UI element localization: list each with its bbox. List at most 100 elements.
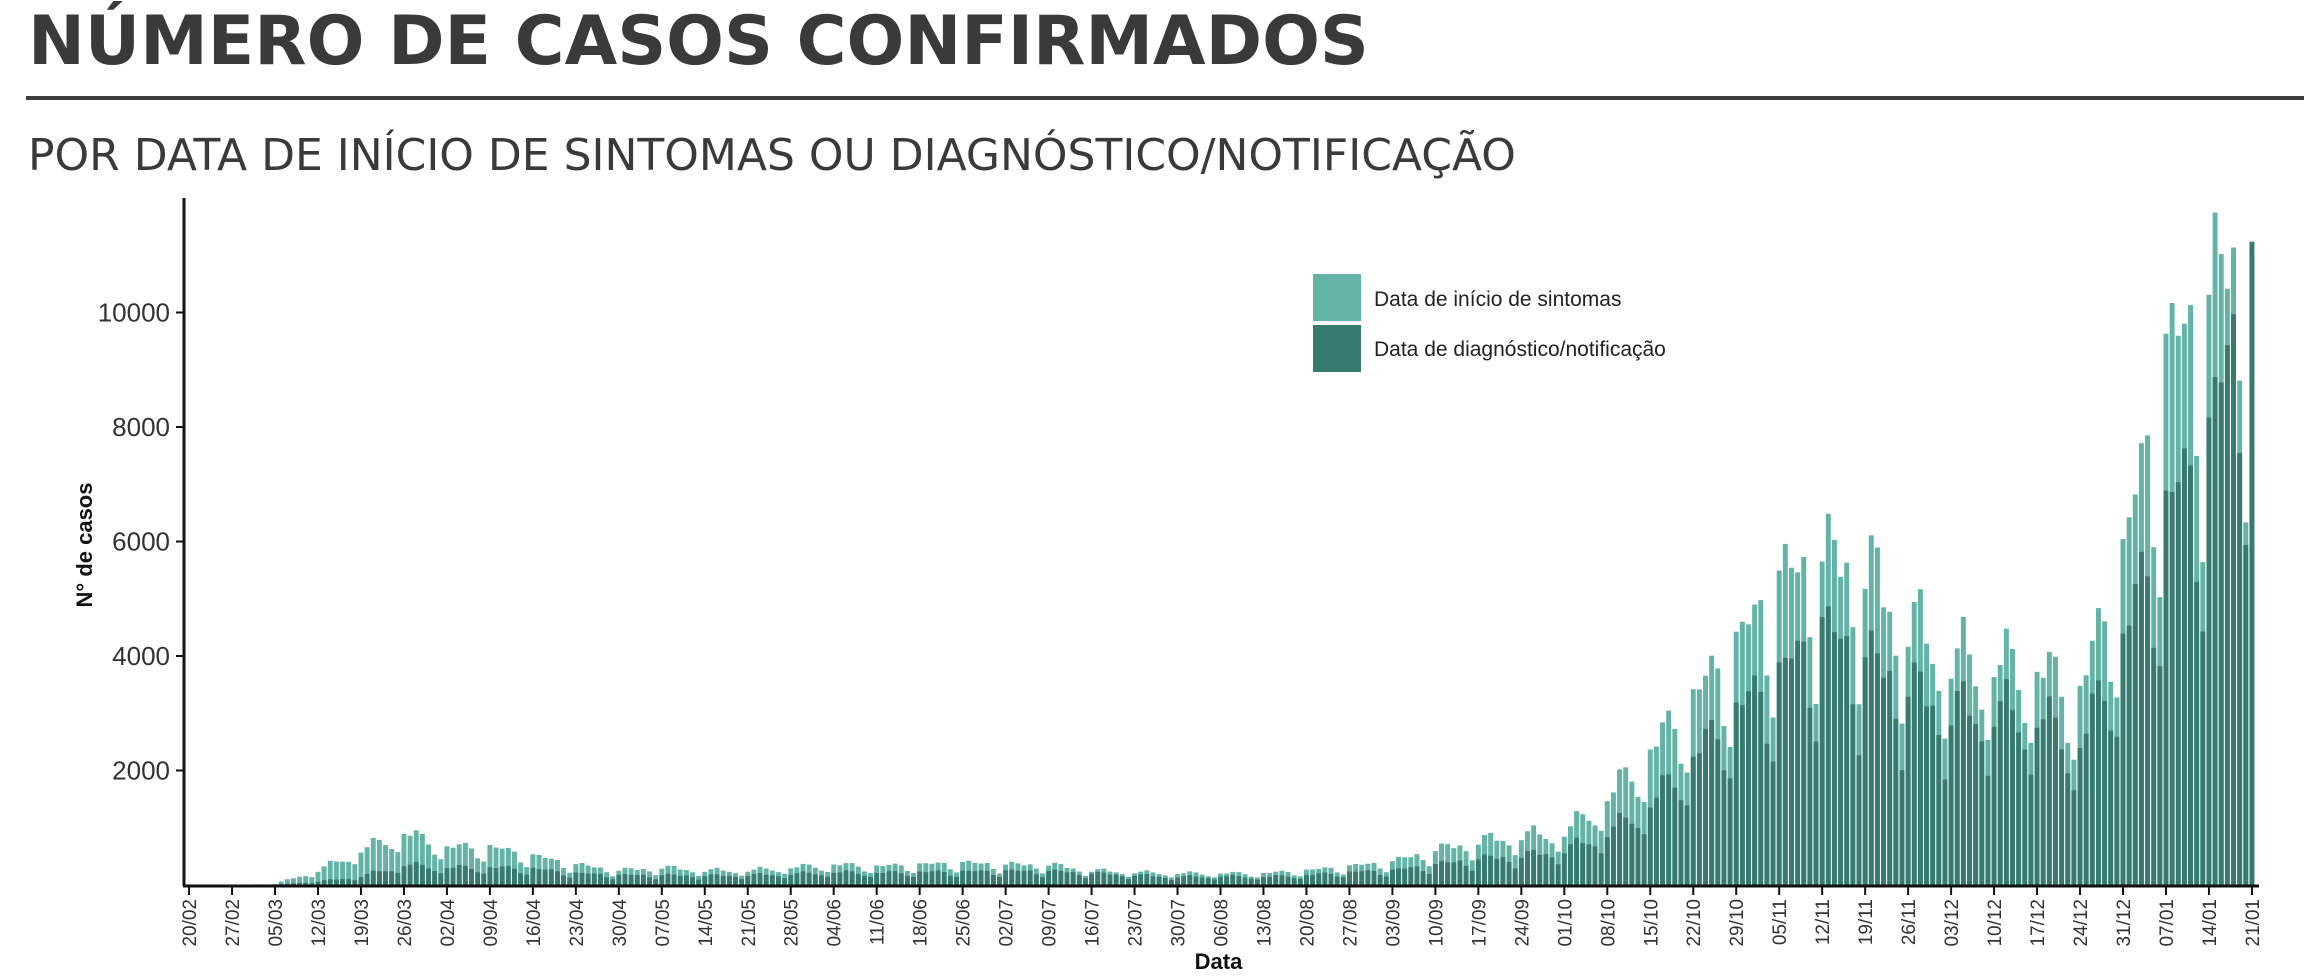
bar-diagnostico (1924, 706, 1930, 885)
bar-diagnostico (1218, 876, 1223, 885)
bar-diagnostico (849, 871, 855, 885)
x-tick-label: 10/12 (1985, 899, 2006, 947)
x-tick-label: 15/10 (1641, 899, 1662, 947)
bar-diagnostico (340, 878, 346, 885)
bar-diagnostico (978, 870, 984, 885)
bar-diagnostico (1917, 671, 1923, 885)
x-tick-label: 27/08 (1340, 899, 1361, 947)
bar-diagnostico (1414, 866, 1420, 885)
bar-diagnostico (806, 872, 812, 885)
bar-diagnostico (2175, 482, 2181, 885)
bar-diagnostico (1199, 877, 1205, 885)
bars-layer (235, 212, 2255, 886)
bar-diagnostico (1617, 812, 1623, 885)
bar-diagnostico (1469, 870, 1475, 885)
bar-diagnostico (904, 875, 910, 885)
bar-diagnostico (659, 875, 665, 885)
bar-diagnostico (708, 874, 714, 885)
bar-diagnostico (1899, 770, 1905, 885)
bar-diagnostico (1850, 704, 1856, 885)
bar-diagnostico (1310, 874, 1316, 885)
bar-diagnostico (1709, 720, 1715, 885)
bar-diagnostico (493, 868, 499, 885)
bar-sintomas (315, 871, 321, 885)
bar-diagnostico (1770, 761, 1776, 885)
bar-diagnostico (2243, 544, 2249, 885)
bar-diagnostico (524, 874, 530, 885)
bar-diagnostico (297, 882, 303, 885)
legend-label-diagnostico: Data de diagnóstico/notificação (1374, 338, 1666, 361)
x-tick-label: 03/12 (1942, 899, 1963, 947)
bar-sintomas (389, 849, 395, 885)
bar-diagnostico (1991, 726, 1997, 885)
bar-diagnostico (1297, 878, 1303, 885)
x-tick-label: 22/10 (1684, 899, 1705, 947)
bar-diagnostico (1776, 662, 1782, 885)
bar-diagnostico (1230, 874, 1236, 885)
x-tick-label: 11/06 (868, 899, 889, 945)
bar-diagnostico (1144, 874, 1150, 885)
bar-diagnostico (1586, 844, 1592, 885)
x-axis-title: Data (1195, 949, 1243, 974)
y-ticks: 2000 4000 6000 8000 10000 (98, 298, 184, 786)
x-tick-label: 10/09 (1426, 899, 1447, 947)
bar-diagnostico (2077, 748, 2083, 885)
x-tick-label: 08/10 (1598, 899, 1619, 947)
bar-diagnostico (960, 870, 966, 885)
bar-sintomas (383, 845, 389, 885)
x-tick-label: 12/03 (309, 899, 330, 947)
bar-sintomas (284, 879, 290, 885)
bar-diagnostico (1635, 828, 1641, 885)
x-tick-label: 24/12 (2071, 899, 2092, 947)
bar-diagnostico (1844, 635, 1850, 885)
bar-diagnostico (284, 883, 290, 885)
bar-diagnostico (573, 872, 579, 885)
y-tick-label: 6000 (112, 527, 170, 557)
bar-diagnostico (321, 880, 327, 885)
bar-diagnostico (1261, 877, 1266, 885)
x-tick-label: 05/03 (266, 899, 287, 947)
x-tick-label: 20/08 (1297, 899, 1318, 947)
bar-diagnostico (1396, 868, 1402, 885)
bar-sintomas (469, 848, 474, 885)
bar-diagnostico (1703, 728, 1708, 885)
bar-diagnostico (751, 873, 757, 885)
bar-diagnostico (2249, 241, 2255, 885)
bar-diagnostico (1561, 853, 1567, 885)
bar-sintomas (432, 854, 438, 885)
bar-diagnostico (2089, 693, 2095, 885)
bar-diagnostico (733, 876, 738, 885)
bar-diagnostico (665, 873, 671, 885)
bar-diagnostico (1690, 756, 1696, 885)
bar-diagnostico (1684, 805, 1690, 885)
bar-diagnostico (475, 872, 481, 885)
bar-sintomas (346, 861, 352, 885)
bar-diagnostico (726, 875, 732, 885)
bar-sintomas (407, 835, 413, 885)
bar-diagnostico (358, 877, 364, 885)
bar-diagnostico (389, 871, 395, 885)
bar-diagnostico (800, 871, 806, 885)
bar-diagnostico (1598, 853, 1604, 885)
bar-diagnostico (456, 865, 462, 885)
bar-diagnostico (677, 875, 683, 885)
bar-diagnostico (622, 873, 628, 885)
bar-diagnostico (1279, 875, 1285, 885)
bar-diagnostico (561, 875, 567, 885)
bar-diagnostico (972, 871, 978, 885)
bar-diagnostico (2034, 727, 2040, 885)
bar-sintomas (272, 883, 278, 885)
page-subtitle: POR DATA DE INÍCIO DE SINTOMAS OU DIAGNÓ… (28, 130, 1516, 181)
bar-sintomas (303, 876, 309, 885)
bar-diagnostico (1733, 702, 1739, 885)
bar-diagnostico (1402, 868, 1408, 885)
bar-diagnostico (1070, 872, 1076, 885)
bar-diagnostico (1322, 872, 1328, 885)
bar-diagnostico (861, 875, 867, 885)
bar-diagnostico (511, 868, 517, 885)
bar-diagnostico (1101, 872, 1107, 885)
legend: Data de início de sintomas Data de diagn… (1313, 274, 1666, 372)
bar-diagnostico (1746, 691, 1751, 885)
bar-diagnostico (769, 875, 775, 885)
y-tick-label: 2000 (112, 756, 170, 786)
